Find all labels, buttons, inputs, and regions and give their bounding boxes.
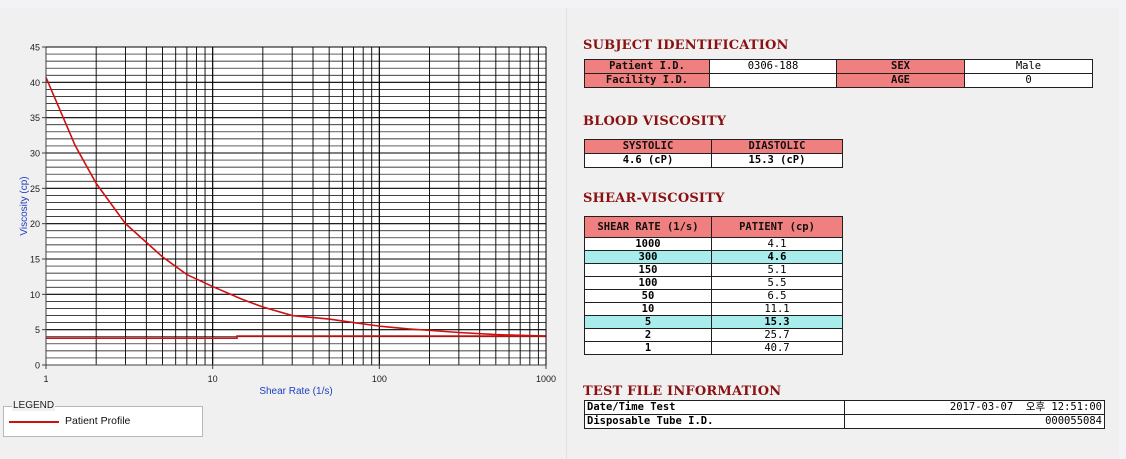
right-edge (1119, 8, 1126, 459)
series-line-2 (46, 335, 546, 339)
patient-header: PATIENT (cp) (711, 216, 843, 238)
test-file-table: Date/Time Test 2017-03-07 오후 12:51:00 Di… (584, 400, 1105, 429)
patient-id-value: 0306-188 (709, 59, 837, 74)
patient-cell: 11.1 (711, 302, 843, 316)
y-tick-label: 0 (35, 361, 40, 371)
shear-rate-cell: 300 (584, 250, 712, 264)
datetime-label: Date/Time Test (584, 400, 845, 415)
y-tick-label: 10 (30, 290, 40, 300)
patient-cell: 5.1 (711, 263, 843, 277)
patient-cell: 25.7 (711, 328, 843, 342)
table-row: 150 5.1 (584, 263, 843, 277)
table-row: 50 6.5 (584, 289, 843, 303)
table-row: 300 4.6 (584, 250, 843, 264)
legend-item-patient-profile: Patient Profile (65, 415, 131, 427)
diastolic-label: DIASTOLIC (711, 139, 843, 154)
y-tick-label: 30 (30, 149, 40, 159)
tube-id-value: 000055084 (844, 414, 1105, 429)
table-row: 10 11.1 (584, 302, 843, 316)
x-tick-label: 1 (43, 374, 48, 384)
axes (42, 46, 547, 369)
y-tick-label: 35 (30, 113, 40, 123)
table-row: 1000 4.1 (584, 237, 843, 251)
shear-viscosity-title: SHEAR-VISCOSITY (583, 191, 725, 206)
age-label: AGE (836, 73, 965, 88)
viscosity-chart: 0 5 10 15 20 25 30 35 40 45 1 10 100 1000 Shear Rate … (19, 43, 556, 398)
facility-id-label: Facility I.D. (584, 73, 710, 88)
facility-id-value (709, 73, 837, 88)
blood-viscosity-table: SYSTOLIC DIASTOLIC 4.6 (cP) 15.3 (cP) (584, 139, 843, 168)
patient-cell: 40.7 (711, 341, 843, 355)
x-axis-label: Shear Rate (1/s) (259, 386, 332, 397)
x-tick-label: 10 (208, 374, 218, 384)
y-axis-label: Viscosity (cp) (19, 176, 30, 235)
sex-value: Male (964, 59, 1093, 74)
shear-rate-cell: 100 (584, 276, 712, 290)
legend-title: LEGEND (12, 400, 56, 411)
tick-labels: 0 5 10 15 20 25 30 35 40 45 1 10 100 1000 (30, 43, 556, 385)
age-value: 0 (964, 73, 1093, 88)
shear-rate-cell: 2 (584, 328, 712, 342)
shear-viscosity-table: SHEAR RATE (1/s) PATIENT (cp) 1000 4.1 30… (584, 216, 843, 355)
top-band (0, 0, 1126, 8)
shear-rate-cell: 150 (584, 263, 712, 277)
series-lines (45, 77, 547, 339)
y-tick-label: 40 (30, 78, 40, 88)
shear-rate-cell: 10 (584, 302, 712, 316)
y-tick-label: 45 (30, 43, 40, 53)
patient-cell: 15.3 (711, 315, 843, 329)
systolic-value: 4.6 (cP) (584, 153, 712, 168)
patient-cell: 6.5 (711, 289, 843, 303)
table-row: 1 40.7 (584, 341, 843, 355)
patient-cell: 5.5 (711, 276, 843, 290)
legend: LEGEND Patient Profile (3, 400, 203, 437)
blood-viscosity-title: BLOOD VISCOSITY (583, 114, 727, 129)
subject-table: Patient I.D. 0306-188 SEX Male Facility … (584, 59, 1093, 88)
subject-identification-title: SUBJECT IDENTIFICATION (583, 38, 789, 53)
x-tick-label: 1000 (536, 374, 556, 384)
series-line-1 (45, 77, 547, 337)
grid-lines (46, 47, 546, 365)
table-row: 2 25.7 (584, 328, 843, 342)
tube-id-label: Disposable Tube I.D. (584, 414, 845, 429)
diastolic-value: 15.3 (cP) (711, 153, 843, 168)
patient-id-label: Patient I.D. (584, 59, 710, 74)
legend-swatch (9, 421, 59, 423)
shear-rate-cell: 5 (584, 315, 712, 329)
y-tick-label: 20 (30, 219, 40, 229)
plot-area (46, 47, 546, 365)
sex-label: SEX (836, 59, 965, 74)
test-file-information-title: TEST FILE INFORMATION (583, 384, 782, 399)
shear-rate-cell: 50 (584, 289, 712, 303)
table-row: 100 5.5 (584, 276, 843, 290)
datetime-value: 2017-03-07 오후 12:51:00 (844, 400, 1105, 415)
shear-rate-cell: 1000 (584, 237, 712, 251)
shear-rate-cell: 1 (584, 341, 712, 355)
table-row: 5 15.3 (584, 315, 843, 329)
systolic-label: SYSTOLIC (584, 139, 712, 154)
patient-cell: 4.6 (711, 250, 843, 264)
y-tick-label: 25 (30, 184, 40, 194)
patient-cell: 4.1 (711, 237, 843, 251)
y-tick-label: 15 (30, 255, 40, 265)
shear-rate-header: SHEAR RATE (1/s) (584, 216, 712, 238)
x-tick-label: 100 (372, 374, 387, 384)
y-tick-label: 5 (35, 325, 40, 335)
